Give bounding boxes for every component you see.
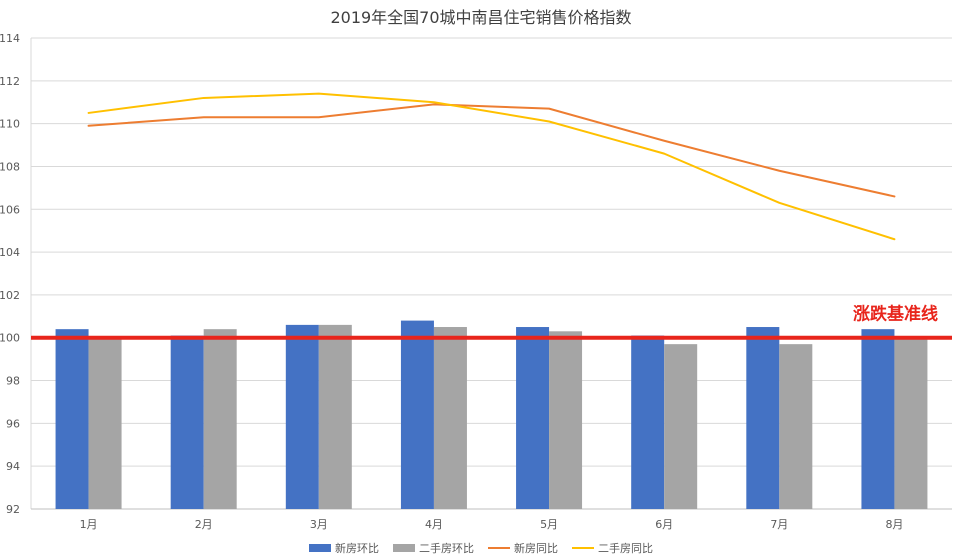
x-tick-label: 3月 — [310, 518, 328, 531]
bar — [55, 329, 89, 509]
gridlines — [30, 37, 952, 510]
y-tick-label: 112 — [0, 75, 20, 88]
y-axis-ticks: 92 94 96 98 100 102 104 106 108 110 112 114 — [0, 32, 20, 516]
x-tick-label: 5月 — [540, 518, 558, 531]
y-tick-label: 104 — [0, 246, 20, 259]
y-tick-label: 92 — [6, 503, 20, 516]
legend-swatch — [309, 544, 331, 552]
bars — [55, 320, 928, 509]
x-tick-label: 8月 — [885, 518, 903, 531]
chart-title: 2019年全国70城中南昌住宅销售价格指数 — [330, 8, 632, 27]
legend-label: 二手房环比 — [419, 542, 474, 555]
bar — [433, 327, 467, 509]
bar — [318, 324, 352, 509]
bar — [203, 329, 237, 509]
legend-swatch — [572, 547, 594, 549]
y-tick-label: 100 — [0, 332, 20, 345]
legend-item: 新房环比 — [309, 540, 379, 556]
bar — [861, 329, 895, 509]
x-tick-label: 7月 — [770, 518, 788, 531]
legend-label: 新房环比 — [335, 542, 379, 555]
legend-item: 二手房同比 — [572, 540, 653, 556]
bar — [88, 337, 122, 509]
legend-label: 新房同比 — [514, 542, 558, 555]
y-tick-label: 94 — [6, 460, 20, 473]
x-tick-label: 6月 — [655, 518, 673, 531]
x-tick-label: 1月 — [80, 518, 98, 531]
bar — [549, 331, 583, 509]
bar — [746, 327, 780, 509]
legend-item: 二手房环比 — [393, 540, 474, 556]
legend-label: 二手房同比 — [598, 542, 653, 555]
bar — [894, 337, 928, 509]
bar — [631, 335, 665, 509]
bar — [170, 335, 204, 509]
baseline-annotation: 涨跌基准线 — [31, 304, 952, 340]
y-tick-label: 110 — [0, 118, 20, 131]
bar — [400, 320, 434, 509]
y-tick-label: 106 — [0, 203, 20, 216]
y-tick-label: 98 — [6, 375, 20, 388]
x-tick-label: 2月 — [195, 518, 213, 531]
series-line — [87, 92, 896, 241]
lines — [87, 92, 896, 241]
bar — [285, 324, 319, 509]
x-tick-label: 4月 — [425, 518, 443, 531]
bar — [516, 327, 550, 509]
bar — [664, 344, 698, 509]
legend: 新房环比 二手房环比 新房同比 二手房同比 — [0, 540, 962, 556]
bar — [779, 344, 813, 509]
y-tick-label: 96 — [6, 417, 20, 430]
series-line — [87, 103, 896, 198]
baseline-label: 涨跌基准线 — [853, 304, 938, 325]
y-tick-label: 114 — [0, 32, 20, 45]
x-axis-ticks: 1月 2月 3月 4月 5月 6月 7月 8月 — [80, 518, 904, 531]
legend-swatch — [393, 544, 415, 552]
legend-item: 新房同比 — [488, 540, 558, 556]
y-tick-label: 102 — [0, 289, 20, 302]
y-tick-label: 108 — [0, 160, 20, 173]
legend-swatch — [488, 547, 510, 549]
